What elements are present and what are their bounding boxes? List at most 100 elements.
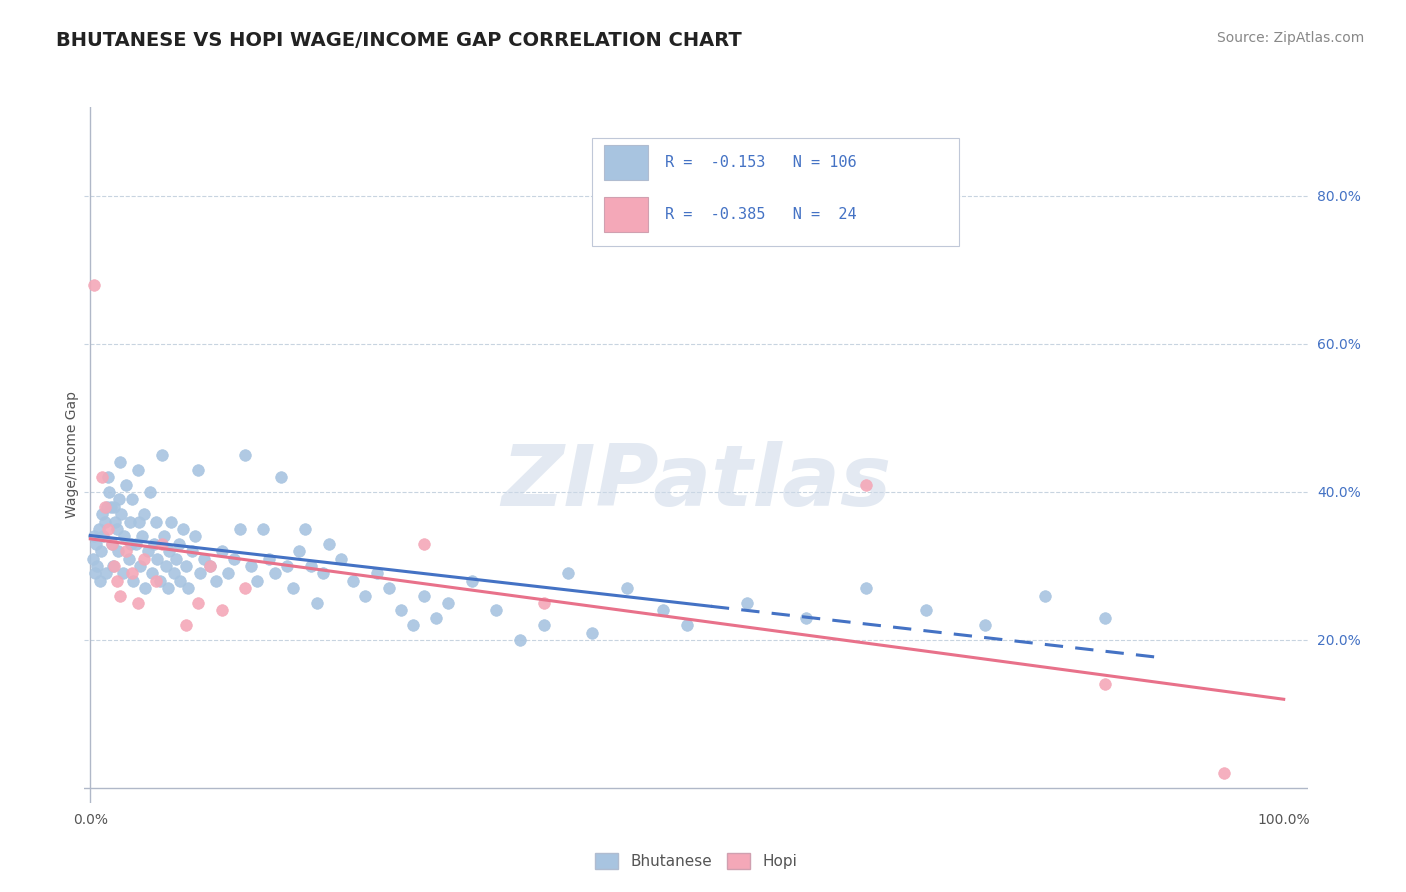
Point — [353, 589, 375, 603]
Point — [103, 500, 125, 514]
Point — [169, 574, 191, 588]
Point — [389, 603, 412, 617]
Point — [165, 551, 187, 566]
Point — [211, 544, 233, 558]
Point — [855, 581, 877, 595]
Point — [177, 581, 200, 595]
Point — [101, 537, 124, 551]
Legend: Bhutanese, Hopi: Bhutanese, Hopi — [589, 847, 803, 875]
Point — [652, 603, 675, 617]
Point — [156, 581, 179, 595]
Point — [235, 448, 257, 462]
Point — [103, 558, 125, 573]
Point — [222, 551, 245, 566]
Point — [157, 544, 180, 558]
Point — [616, 581, 638, 595]
Point — [120, 537, 142, 551]
Point — [914, 603, 936, 617]
Point — [84, 566, 107, 581]
Text: BHUTANESE VS HOPI WAGE/INCOME GAP CORRELATION CHART: BHUTANESE VS HOPI WAGE/INCOME GAP CORREL… — [56, 31, 742, 50]
Point — [276, 558, 298, 573]
Point — [84, 537, 107, 551]
Point — [437, 596, 460, 610]
Point — [329, 551, 352, 566]
Point — [198, 558, 221, 573]
Point — [299, 558, 322, 573]
Point — [413, 537, 436, 551]
Point — [96, 500, 118, 514]
Point — [139, 484, 162, 499]
Point — [93, 515, 115, 529]
Point — [533, 618, 555, 632]
Point — [104, 515, 127, 529]
Point — [97, 470, 120, 484]
Point — [264, 566, 287, 581]
Point — [155, 558, 177, 573]
Point — [108, 589, 131, 603]
Point — [118, 515, 141, 529]
Point — [246, 574, 269, 588]
Point — [91, 507, 114, 521]
Point — [509, 632, 531, 647]
Point — [90, 544, 112, 558]
Point — [108, 455, 131, 469]
Point — [174, 558, 197, 573]
Point — [366, 566, 388, 581]
Point — [735, 596, 758, 610]
Point — [112, 529, 135, 543]
Point — [107, 544, 129, 558]
Text: R =  -0.153   N = 106: R = -0.153 N = 106 — [665, 155, 858, 170]
Point — [377, 581, 399, 595]
Point — [217, 566, 239, 581]
Point — [1094, 677, 1116, 691]
Point — [134, 581, 156, 595]
Point — [401, 618, 423, 632]
Point — [83, 529, 105, 543]
Point — [115, 477, 138, 491]
Point — [128, 515, 150, 529]
Point — [270, 470, 292, 484]
Point — [184, 529, 207, 543]
Point — [148, 574, 170, 588]
FancyBboxPatch shape — [605, 197, 648, 232]
Point — [198, 558, 221, 573]
Point — [117, 551, 139, 566]
Point — [121, 566, 143, 581]
Point — [1033, 589, 1056, 603]
Point — [86, 558, 108, 573]
Point — [172, 522, 194, 536]
Point — [235, 581, 257, 595]
Point — [425, 611, 447, 625]
Point — [312, 566, 335, 581]
Point — [259, 551, 281, 566]
Point — [252, 522, 274, 536]
Point — [93, 529, 115, 543]
Point — [87, 522, 110, 536]
Point — [557, 566, 579, 581]
Point — [307, 596, 329, 610]
Point — [129, 558, 152, 573]
Point — [163, 566, 186, 581]
Point — [105, 522, 128, 536]
Point — [145, 574, 167, 588]
Point — [228, 522, 250, 536]
Point — [142, 537, 165, 551]
Point — [124, 537, 146, 551]
Point — [111, 566, 134, 581]
Point — [145, 515, 167, 529]
Point — [676, 618, 699, 632]
Point — [150, 448, 173, 462]
Text: Source: ZipAtlas.com: Source: ZipAtlas.com — [1216, 31, 1364, 45]
FancyBboxPatch shape — [605, 145, 648, 180]
Point — [1094, 611, 1116, 625]
Point — [150, 537, 173, 551]
Point — [288, 544, 311, 558]
Point — [108, 492, 131, 507]
Point — [136, 544, 159, 558]
Point — [100, 500, 122, 514]
Point — [167, 537, 190, 551]
Point — [796, 611, 818, 625]
Point — [82, 551, 104, 566]
Point — [318, 537, 340, 551]
Point — [581, 625, 603, 640]
